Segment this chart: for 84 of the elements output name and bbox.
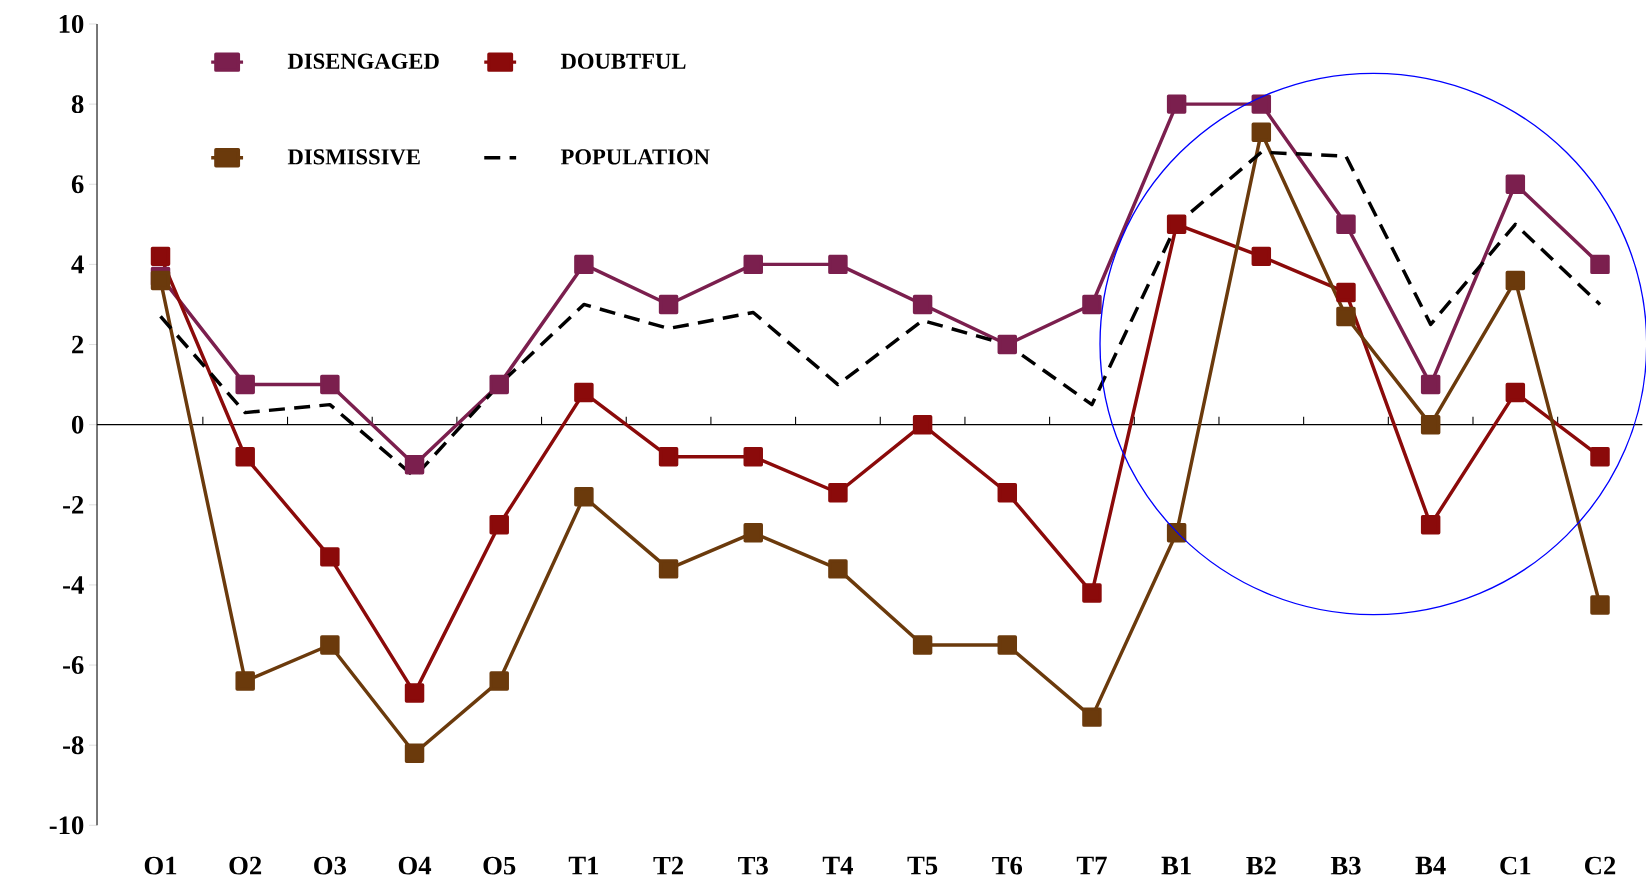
point (1166, 94, 1187, 114)
y-tick-label: -2 (63, 495, 84, 514)
point (1420, 374, 1441, 395)
y-tick-label: 4 (71, 255, 84, 274)
x-tick-label: T4 (822, 856, 853, 875)
y-tick-label: 0 (71, 415, 84, 434)
point (1251, 94, 1272, 114)
point (1590, 595, 1610, 615)
y-tick-label: 10 (59, 14, 84, 33)
y-tick-label: -6 (63, 656, 84, 674)
y-tick-label: -4 (63, 576, 84, 594)
x-tick-label: O1 (144, 856, 177, 875)
point (1082, 583, 1102, 603)
y-tick-label: 6 (71, 175, 84, 194)
point (404, 454, 425, 475)
point (1336, 214, 1356, 235)
point (1251, 246, 1272, 267)
point (1590, 446, 1610, 467)
point (1336, 282, 1356, 303)
x-tick-label: T6 (992, 856, 1023, 875)
x-tick-label: B4 (1415, 856, 1446, 875)
x-tick-label: T3 (738, 856, 768, 875)
legend-label: DISMISSIVE (287, 149, 420, 165)
y-tick-label: -8 (63, 736, 84, 755)
point (320, 635, 340, 655)
point (320, 547, 340, 567)
x-tick-label: B3 (1330, 856, 1361, 875)
point (658, 294, 679, 315)
point (658, 446, 679, 467)
point (489, 515, 509, 535)
point (489, 374, 509, 395)
point (828, 559, 848, 579)
point (997, 635, 1018, 655)
point (235, 446, 255, 467)
point (574, 382, 594, 403)
point (320, 374, 340, 395)
point (1251, 122, 1272, 142)
point (235, 374, 255, 395)
point (997, 334, 1018, 355)
point (912, 414, 933, 435)
point (150, 246, 171, 267)
point (658, 559, 679, 579)
point (743, 254, 763, 275)
x-tick-label: T1 (568, 856, 599, 875)
x-tick-label: O3 (314, 856, 346, 875)
point (1082, 707, 1102, 727)
point (404, 743, 425, 763)
x-tick-label: O4 (398, 856, 432, 875)
legend-label: POPULATION (560, 149, 710, 165)
point (743, 523, 763, 543)
point (828, 483, 848, 503)
point (1082, 294, 1102, 315)
x-tick-label: C2 (1585, 856, 1616, 875)
point (574, 487, 594, 507)
x-tick-label: T2 (653, 856, 683, 875)
point (1336, 306, 1356, 327)
point (404, 683, 425, 703)
y-tick-label: 8 (71, 95, 84, 114)
point (574, 254, 594, 275)
legend-label: DISENGAGED (287, 53, 439, 69)
point (912, 635, 933, 655)
point (1420, 515, 1441, 535)
x-tick-label: B1 (1161, 856, 1191, 875)
x-tick-label: O5 (483, 856, 516, 875)
point (1166, 214, 1187, 235)
y-tick-label: 2 (72, 335, 84, 354)
point (1505, 270, 1526, 291)
point (1420, 414, 1441, 435)
x-tick-label: T7 (1076, 856, 1107, 875)
point (489, 671, 509, 691)
x-tick-label: C1 (1500, 856, 1531, 875)
point (235, 671, 255, 691)
point (1505, 382, 1526, 403)
x-tick-label: O2 (229, 856, 262, 875)
x-tick-label: B2 (1246, 856, 1276, 875)
legend-label: DOUBTFUL (560, 53, 686, 69)
point (1505, 174, 1526, 194)
point (997, 483, 1018, 503)
point (743, 446, 763, 467)
x-tick-label: T5 (907, 856, 938, 875)
point (912, 294, 933, 315)
y-tick-label: -10 (49, 816, 84, 835)
point (1590, 254, 1610, 275)
point (828, 254, 848, 275)
